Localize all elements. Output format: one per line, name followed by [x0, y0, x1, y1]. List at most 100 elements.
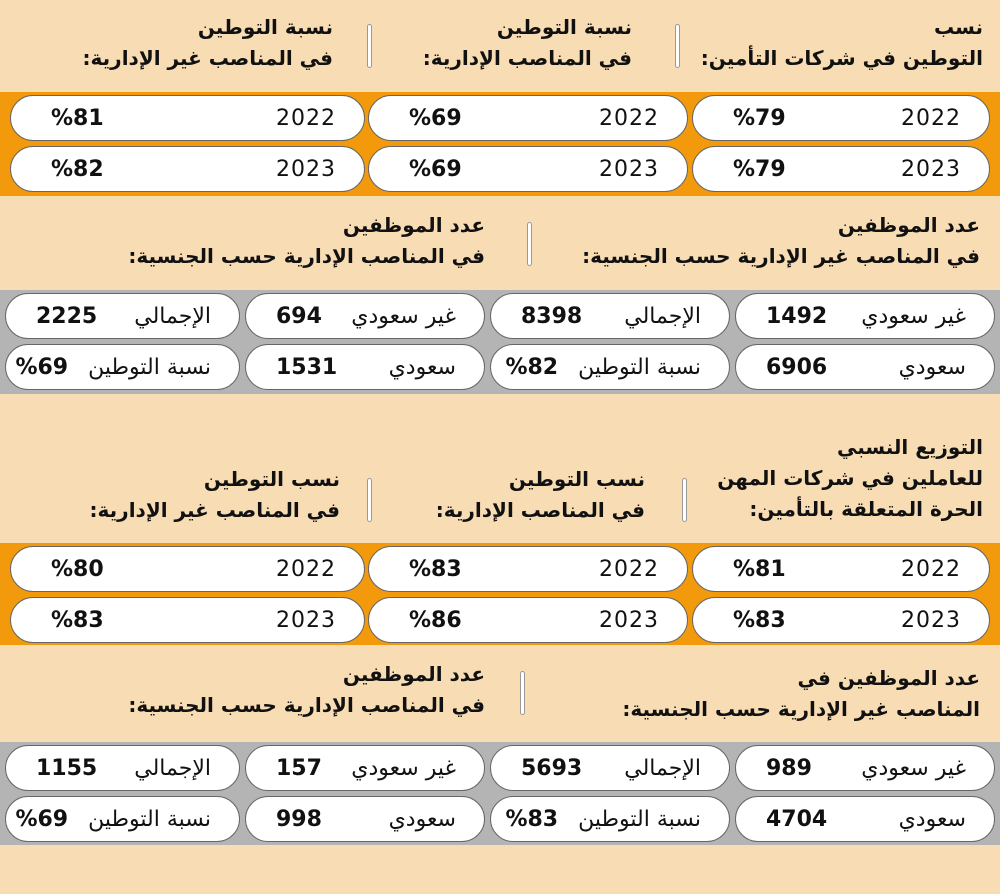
- stat-pill: الإجمالي 1155: [5, 745, 240, 791]
- count-band: غير سعودي 1492 الإجمالي 8398 غير سعودي 694 الإ…: [0, 290, 1000, 394]
- stat-pill: 2023 %86: [368, 597, 688, 643]
- header-line: نسب: [933, 15, 983, 39]
- header-line: نسبة التوطين: [496, 15, 632, 39]
- year-label: 2022: [276, 105, 336, 131]
- percent-value: %83: [51, 607, 104, 633]
- percent-value: %69: [409, 105, 462, 131]
- stat-value: %82: [505, 354, 559, 380]
- percent-value: %86: [409, 607, 462, 633]
- header-line: الحرة المتعلقة بالتأمين:: [749, 497, 983, 521]
- header-line: في المناصب غير الإدارية:: [82, 46, 333, 70]
- stat-pill: سعودي 4704: [735, 796, 995, 842]
- percent-value: %69: [409, 156, 462, 182]
- header-line: المناصب غير الإدارية حسب الجنسية:: [622, 697, 980, 721]
- year-label: 2023: [901, 607, 961, 633]
- stat-pill: 2022 %79: [692, 95, 990, 141]
- header-line: عدد الموظفين في: [797, 666, 980, 690]
- percent-value: %79: [733, 105, 786, 131]
- stat-pill: غير سعودي 1492: [735, 293, 995, 339]
- spacer: [0, 394, 1000, 430]
- stat-pill: سعودي 6906: [735, 344, 995, 390]
- percent-band: 2022 %79 2023 %79 2022 %69 2023 %69 2022 %81 2023%…: [0, 92, 1000, 196]
- stat-label: سعودي: [388, 354, 456, 380]
- stat-value: 998: [276, 806, 322, 832]
- stat-value: %69: [15, 354, 69, 380]
- stat-value: 6906: [766, 354, 828, 380]
- year-label: 2022: [901, 556, 961, 582]
- header-title: عدد الموظفين في المناصب غير الإدارية حسب …: [622, 663, 980, 725]
- header-title: التوزيع النسبي للعاملين في شركات المهن الح…: [717, 432, 983, 525]
- stat-pill: 2022 %81: [692, 546, 990, 592]
- header-line: في المناصب الإدارية حسب الجنسية:: [128, 244, 485, 268]
- stat-value: 1155: [36, 755, 98, 781]
- stat-label: نسبة التوطين: [578, 806, 701, 832]
- header-title: عدد الموظفين في المناصب غير الإدارية حسب …: [582, 210, 980, 272]
- divider: [367, 24, 372, 68]
- stat-pill: سعودي 1531: [245, 344, 485, 390]
- divider: [675, 24, 680, 68]
- divider: [520, 671, 525, 715]
- header-title: عدد الموظفين في المناصب الإدارية حسب الجن…: [128, 210, 485, 272]
- section-header: عدد الموظفين في المناصب غير الإدارية حسب …: [0, 196, 1000, 290]
- stat-label: سعودي: [898, 354, 966, 380]
- section-header: نسب التوطين في شركات التأمين: نسبة التوطين…: [0, 0, 1000, 92]
- stat-value: %83: [505, 806, 559, 832]
- stat-value: %69: [15, 806, 69, 832]
- header-line: في المناصب الإدارية حسب الجنسية:: [128, 693, 485, 717]
- stat-pill: 2022 %69: [368, 95, 688, 141]
- header-title: عدد الموظفين في المناصب الإدارية حسب الجن…: [128, 659, 485, 721]
- header-line: في المناصب الإدارية:: [422, 46, 632, 70]
- stat-pill: 2023 %83: [692, 597, 990, 643]
- header-title: نسب التوطين في المناصب الإدارية:: [436, 464, 645, 526]
- percent-value: %83: [733, 607, 786, 633]
- stat-value: 2225: [36, 303, 98, 329]
- header-line: عدد الموظفين: [837, 213, 980, 237]
- year-label: 2022: [599, 105, 659, 131]
- stat-pill: 2022 %83: [368, 546, 688, 592]
- percent-band: 2022 %81 2023 %83 2022 %83 2023 %86 2022 %80 2023%…: [0, 543, 1000, 645]
- stat-label: نسبة التوطين: [88, 354, 211, 380]
- header-line: عدد الموظفين: [342, 662, 485, 686]
- stat-pill: 2023 %82: [10, 146, 365, 192]
- stat-label: سعودي: [898, 806, 966, 832]
- stat-label: الإجمالي: [134, 755, 211, 781]
- stat-label: غير سعودي: [861, 755, 966, 781]
- stat-pill: غير سعودي 157: [245, 745, 485, 791]
- header-title: نسب التوطين في شركات التأمين:: [701, 12, 983, 74]
- header-title: نسب التوطين في المناصب غير الإدارية:: [90, 464, 340, 526]
- header-line: للعاملين في شركات المهن: [717, 466, 983, 490]
- stat-pill: نسبة التوطين %82: [490, 344, 730, 390]
- stat-pill: نسبة التوطين %69: [5, 344, 240, 390]
- percent-value: %81: [51, 105, 104, 131]
- stat-label: غير سعودي: [351, 303, 456, 329]
- stat-pill: نسبة التوطين %69: [5, 796, 240, 842]
- year-label: 2022: [901, 105, 961, 131]
- stat-value: 4704: [766, 806, 828, 832]
- year-label: 2022: [599, 556, 659, 582]
- header-line: في المناصب الإدارية:: [435, 498, 645, 522]
- stat-pill: غير سعودي 694: [245, 293, 485, 339]
- stat-pill: 2023 %69: [368, 146, 688, 192]
- header-line: في المناصب غير الإدارية حسب الجنسية:: [582, 244, 980, 268]
- stat-label: الإجمالي: [624, 303, 701, 329]
- stat-pill: 2022 %81: [10, 95, 365, 141]
- year-label: 2023: [599, 156, 659, 182]
- year-label: 2023: [599, 607, 659, 633]
- percent-value: %81: [733, 556, 786, 582]
- stat-value: 989: [766, 755, 812, 781]
- stat-pill: 2023 %83: [10, 597, 365, 643]
- stat-value: 694: [276, 303, 322, 329]
- percent-value: %80: [51, 556, 104, 582]
- stat-value: 1531: [276, 354, 338, 380]
- stat-pill: سعودي 998: [245, 796, 485, 842]
- stat-label: غير سعودي: [351, 755, 456, 781]
- stat-pill: نسبة التوطين %83: [490, 796, 730, 842]
- section-header: التوزيع النسبي للعاملين في شركات المهن الح…: [0, 430, 1000, 543]
- percent-value: %83: [409, 556, 462, 582]
- header-line: في المناصب غير الإدارية:: [89, 498, 340, 522]
- header-title: نسبة التوطين في المناصب غير الإدارية:: [83, 12, 333, 74]
- infographic: نسب التوطين في شركات التأمين: نسبة التوطين…: [0, 0, 1000, 845]
- stat-pill: غير سعودي 989: [735, 745, 995, 791]
- year-label: 2023: [276, 607, 336, 633]
- stat-pill: الإجمالي 2225: [5, 293, 240, 339]
